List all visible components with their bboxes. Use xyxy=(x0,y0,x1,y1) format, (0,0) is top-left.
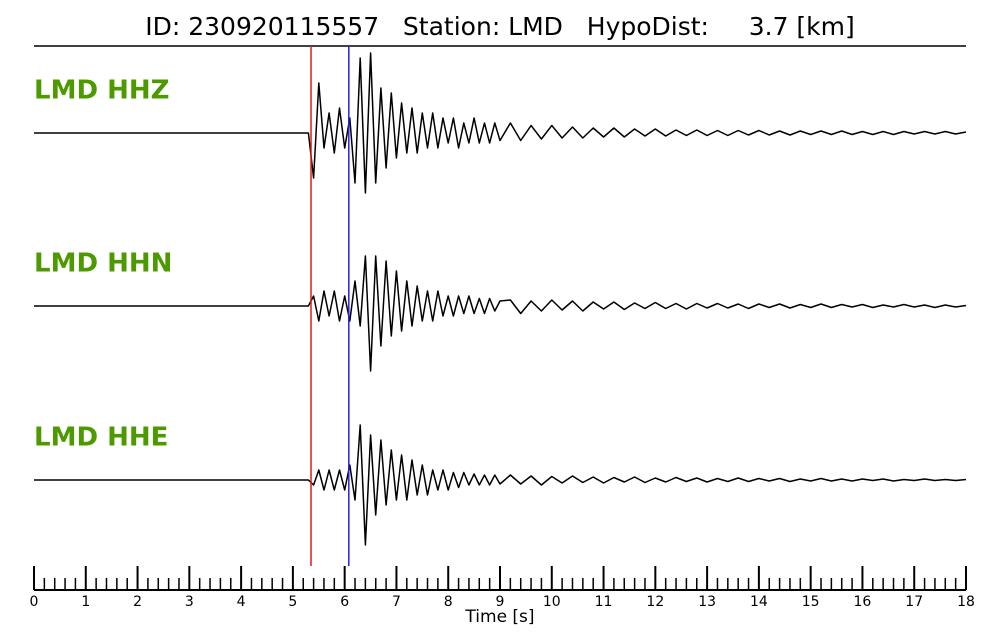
x-tick-label: 12 xyxy=(646,594,664,610)
x-tick-label: 15 xyxy=(802,594,820,610)
x-tick-label: 7 xyxy=(392,594,401,610)
x-tick-label: 8 xyxy=(444,594,453,610)
x-tick-label: 14 xyxy=(750,594,768,610)
x-tick-label: 1 xyxy=(81,594,90,610)
waveform xyxy=(34,255,967,372)
trace-label: LMD HHZ xyxy=(34,76,169,106)
x-tick-label: 2 xyxy=(133,594,142,610)
x-tick-label: 5 xyxy=(288,594,297,610)
waveform xyxy=(34,424,967,546)
x-tick-label: 10 xyxy=(543,594,561,610)
x-tick-label: 4 xyxy=(237,594,246,610)
chart-title: ID: 230920115557 Station: LMD HypoDist: … xyxy=(145,12,855,41)
waveform xyxy=(34,52,967,194)
trace-label: LMD HHN xyxy=(34,249,172,279)
x-tick-label: 11 xyxy=(595,594,613,610)
x-tick-label: 16 xyxy=(854,594,872,610)
trace-label: LMD HHE xyxy=(34,423,168,453)
x-axis-label: Time [s] xyxy=(464,607,534,627)
x-tick-label: 18 xyxy=(957,594,975,610)
x-tick-label: 17 xyxy=(905,594,923,610)
x-tick-label: 6 xyxy=(340,594,349,610)
x-tick-label: 0 xyxy=(30,594,39,610)
x-tick-label: 3 xyxy=(185,594,194,610)
x-tick-label: 13 xyxy=(698,594,716,610)
x-tick-label: 9 xyxy=(496,594,505,610)
